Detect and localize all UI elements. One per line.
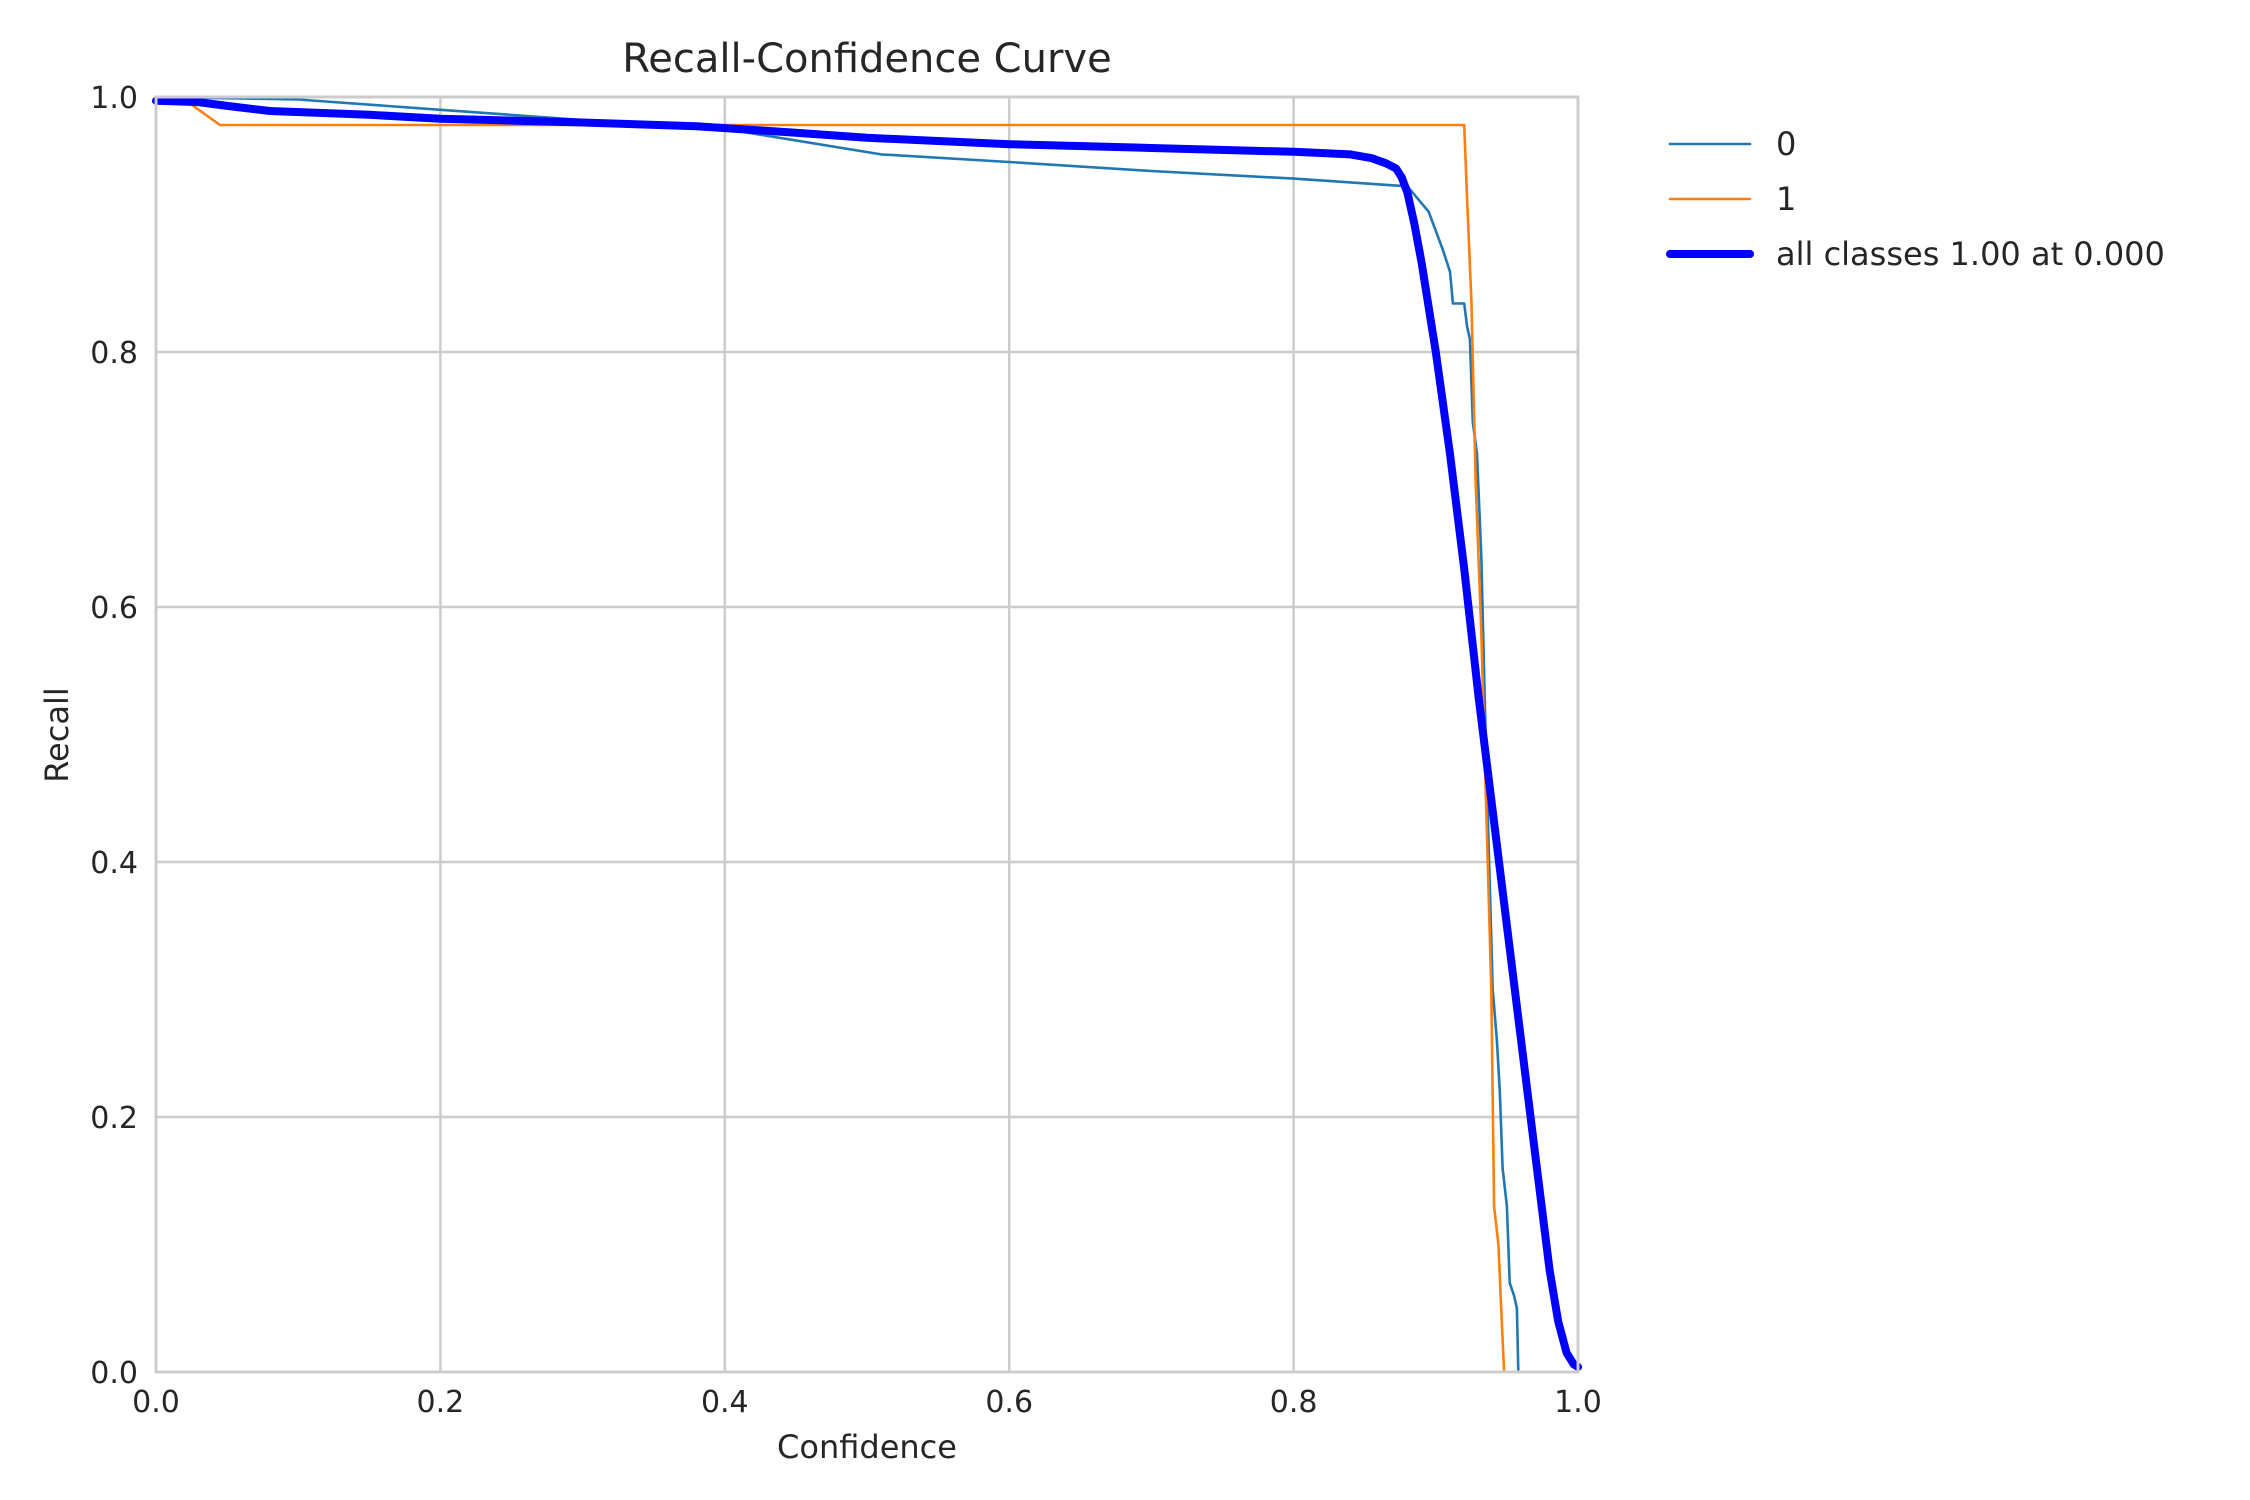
- x-tick-label: 1.0: [1554, 1385, 1602, 1420]
- x-tick-label: 0.6: [985, 1385, 1033, 1420]
- chart-title: Recall-Confidence Curve: [622, 36, 1111, 82]
- axis-ticks: 0.0 0.2 0.4 0.6 0.8 1.0 0.0 0.2 0.4 0.6 0.8 1.0: [90, 81, 1602, 1420]
- x-axis-label: Confidence: [777, 1428, 957, 1466]
- x-tick-label: 0.0: [132, 1385, 180, 1420]
- grid: [156, 97, 1578, 1372]
- y-tick-label: 0.2: [90, 1101, 138, 1136]
- series-line-0: [154, 95, 1580, 1374]
- y-tick-label: 0.4: [90, 846, 138, 881]
- plot-frame: [154, 95, 1580, 1374]
- y-tick-label: 0.6: [90, 591, 138, 626]
- x-tick-label: 0.8: [1270, 1385, 1318, 1420]
- legend-label-1: 1: [1776, 180, 1796, 218]
- y-tick-label: 1.0: [90, 81, 138, 116]
- plot-series: [152, 95, 1582, 1374]
- y-axis-label: Recall: [38, 687, 76, 782]
- x-tick-label: 0.2: [417, 1385, 465, 1420]
- y-tick-label: 0.0: [90, 1356, 138, 1391]
- y-tick-label: 0.8: [90, 336, 138, 371]
- legend: 0 1 all classes 1.00 at 0.000: [1666, 125, 2165, 273]
- legend-label-2: all classes 1.00 at 0.000: [1776, 235, 2165, 273]
- series-line-2: [152, 96, 1582, 1371]
- legend-label-0: 0: [1776, 125, 1796, 163]
- series-line-1: [154, 95, 1580, 1374]
- x-tick-label: 0.4: [701, 1385, 749, 1420]
